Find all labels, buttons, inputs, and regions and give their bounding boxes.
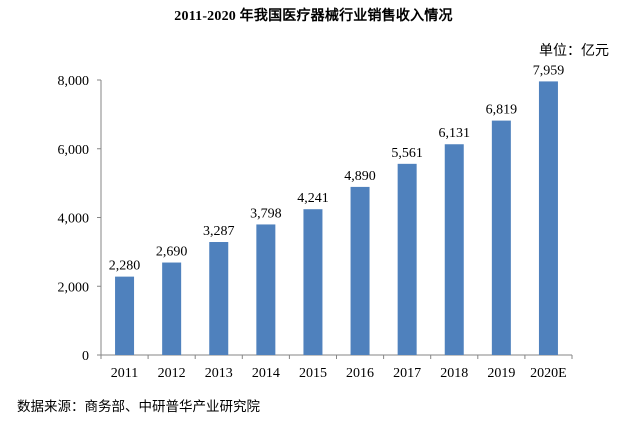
data-source-note: 数据来源：商务部、中研普华产业研究院	[17, 399, 260, 415]
bar-value-label: 3,287	[203, 224, 235, 239]
y-tick-label: 6,000	[58, 143, 90, 158]
bar-2016	[350, 186, 370, 355]
x-tick-label: 2017	[393, 366, 421, 381]
x-tick-label: 2016	[346, 366, 374, 381]
unit-label: 单位：亿元	[539, 43, 609, 59]
bar-value-label: 2,280	[109, 259, 141, 274]
chart-title: 2011-2020 年我国医疗器械行业销售收入情况	[174, 9, 453, 24]
bar-2017	[397, 163, 417, 355]
y-tick-label: 0	[82, 349, 89, 364]
x-tick-label: 2020E	[530, 366, 567, 381]
x-tick-label: 2013	[205, 366, 233, 381]
bar-value-label: 3,798	[250, 206, 282, 221]
x-tick-label: 2014	[252, 366, 280, 381]
bar-2018	[444, 144, 464, 355]
bar-value-label: 4,890	[344, 169, 376, 184]
bar-value-label: 7,959	[533, 63, 565, 78]
bar-series: 2,280 2,690 3,287 3,798 4,241 4,890 5,561 6,131…	[109, 63, 565, 356]
x-tick-label: 2015	[299, 366, 327, 381]
y-tick-label: 4,000	[58, 212, 90, 227]
bar-value-label: 6,819	[486, 103, 518, 118]
bar-2019	[491, 120, 511, 355]
bar-2013	[209, 242, 229, 355]
y-tick-label: 2,000	[58, 280, 90, 295]
bar-value-label: 4,241	[297, 191, 329, 206]
bar-value-label: 2,690	[156, 245, 188, 260]
bar-2014	[256, 224, 276, 355]
x-axis: 2011 2012 2013 2014 2015 2016 2017 2018 2019 2020…	[100, 354, 573, 381]
bar-value-label: 5,561	[391, 146, 423, 161]
y-tick-label: 8,000	[58, 74, 90, 89]
x-tick-label: 2019	[487, 366, 515, 381]
x-tick-label: 2011	[111, 366, 138, 381]
x-tick-label: 2018	[440, 366, 468, 381]
bar-2015	[303, 209, 323, 355]
bar-2011	[115, 276, 135, 355]
bar-2020E	[538, 81, 558, 356]
bar-2012	[162, 262, 182, 355]
bar-value-label: 6,131	[439, 126, 471, 141]
y-axis: 0 2,000 4,000 6,000 8,000	[58, 74, 102, 364]
x-tick-label: 2012	[158, 366, 186, 381]
